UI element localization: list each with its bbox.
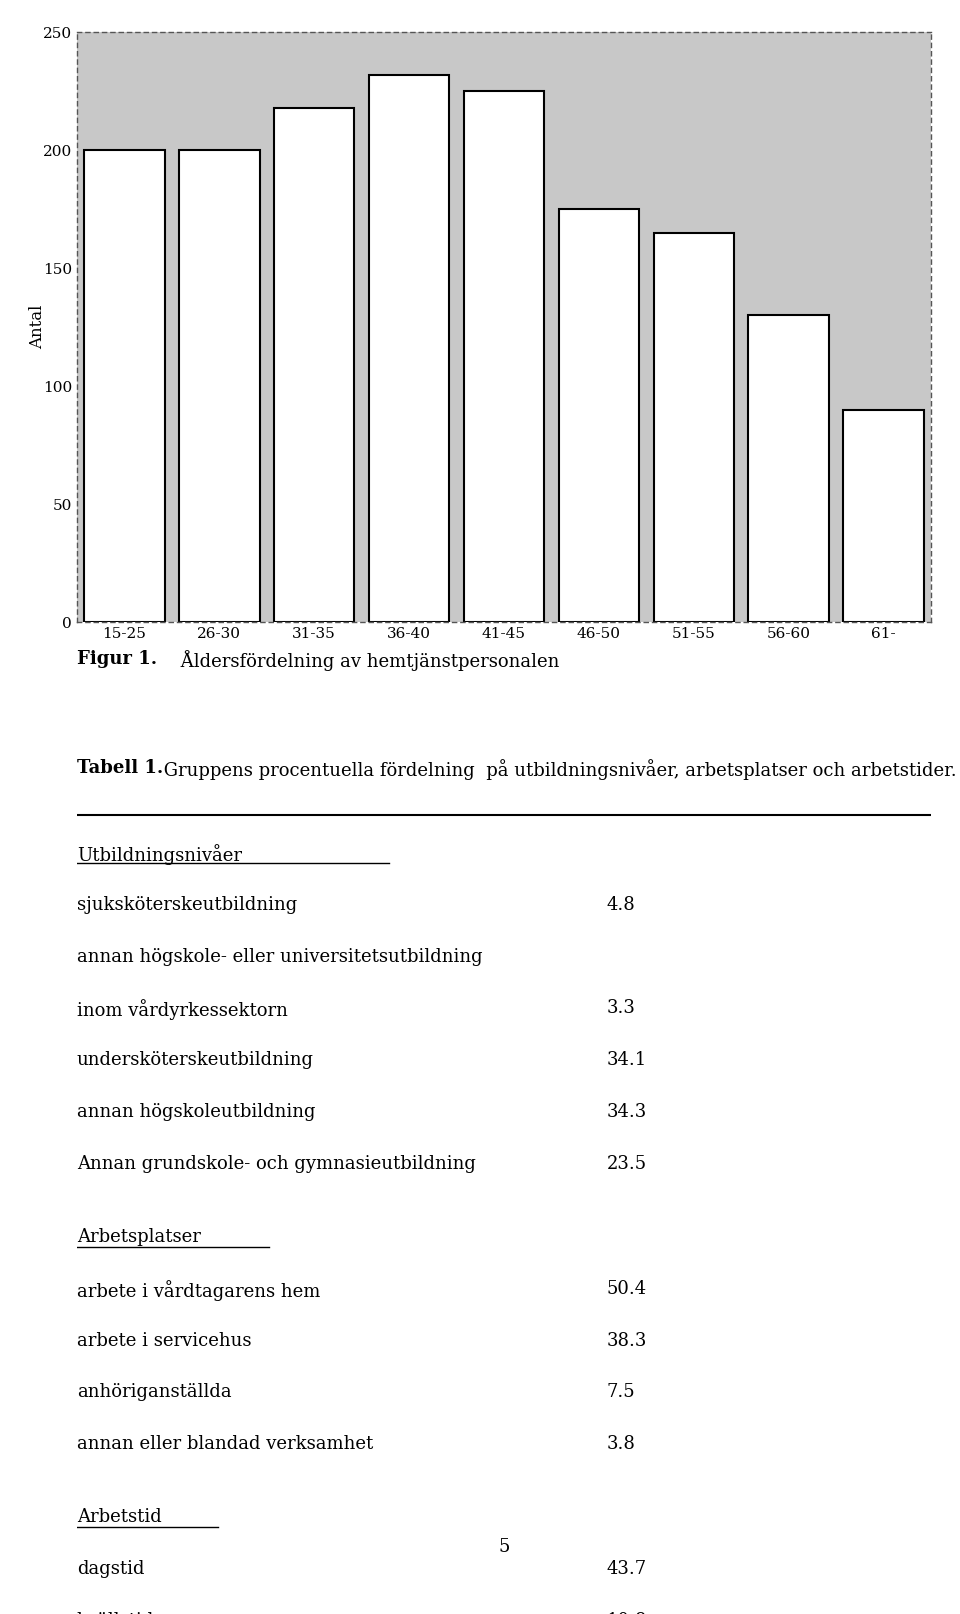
Bar <box>84 150 164 621</box>
Text: annan högskoleutbildning: annan högskoleutbildning <box>77 1104 315 1122</box>
Text: Annan grundskole- och gymnasieutbildning: Annan grundskole- och gymnasieutbildning <box>77 1156 475 1173</box>
Bar <box>274 108 354 621</box>
Bar <box>749 315 829 621</box>
Text: 34.3: 34.3 <box>607 1104 647 1122</box>
Text: 5: 5 <box>498 1538 510 1556</box>
Text: Åldersfördelning av hemtjänstpersonalen: Åldersfördelning av hemtjänstpersonalen <box>175 650 560 671</box>
Text: annan högskole- eller universitetsutbildning: annan högskole- eller universitetsutbild… <box>77 947 483 965</box>
Y-axis label: Antal: Antal <box>29 305 46 349</box>
Text: sjuksköterskeutbildning: sjuksköterskeutbildning <box>77 896 297 914</box>
Text: anhöriganställda: anhöriganställda <box>77 1383 231 1401</box>
Text: 34.1: 34.1 <box>607 1051 647 1070</box>
Text: Figur 1.: Figur 1. <box>77 650 156 668</box>
Bar <box>844 410 924 621</box>
Text: undersköterskeutbildning: undersköterskeutbildning <box>77 1051 314 1070</box>
Text: 7.5: 7.5 <box>607 1383 636 1401</box>
Bar <box>369 74 449 621</box>
Text: Gruppens procentuella fördelning  på utbildningsnivåer, arbetsplatser och arbets: Gruppens procentuella fördelning på utbi… <box>158 759 956 780</box>
Text: Tabell 1.: Tabell 1. <box>77 759 163 776</box>
Text: 3.8: 3.8 <box>607 1435 636 1453</box>
Text: 10.8: 10.8 <box>607 1612 647 1614</box>
Bar <box>654 232 734 621</box>
Text: arbete i vårdtagarens hem: arbete i vårdtagarens hem <box>77 1280 321 1301</box>
Text: 3.3: 3.3 <box>607 999 636 1017</box>
Bar <box>179 150 259 621</box>
Bar <box>559 210 639 621</box>
Text: 50.4: 50.4 <box>607 1280 647 1298</box>
Text: 38.3: 38.3 <box>607 1332 647 1349</box>
Text: Arbetstid: Arbetstid <box>77 1507 161 1525</box>
Bar <box>464 92 544 621</box>
Text: arbete i servicehus: arbete i servicehus <box>77 1332 252 1349</box>
Text: dagstid: dagstid <box>77 1559 144 1578</box>
Text: inom vårdyrkessektorn: inom vårdyrkessektorn <box>77 999 288 1020</box>
Text: 43.7: 43.7 <box>607 1559 647 1578</box>
Text: Arbetsplatser: Arbetsplatser <box>77 1228 201 1246</box>
Text: 4.8: 4.8 <box>607 896 636 914</box>
Text: Utbildningsnivåer: Utbildningsnivåer <box>77 844 242 865</box>
Text: 23.5: 23.5 <box>607 1156 647 1173</box>
Text: annan eller blandad verksamhet: annan eller blandad verksamhet <box>77 1435 373 1453</box>
Text: kvällstid: kvällstid <box>77 1612 155 1614</box>
